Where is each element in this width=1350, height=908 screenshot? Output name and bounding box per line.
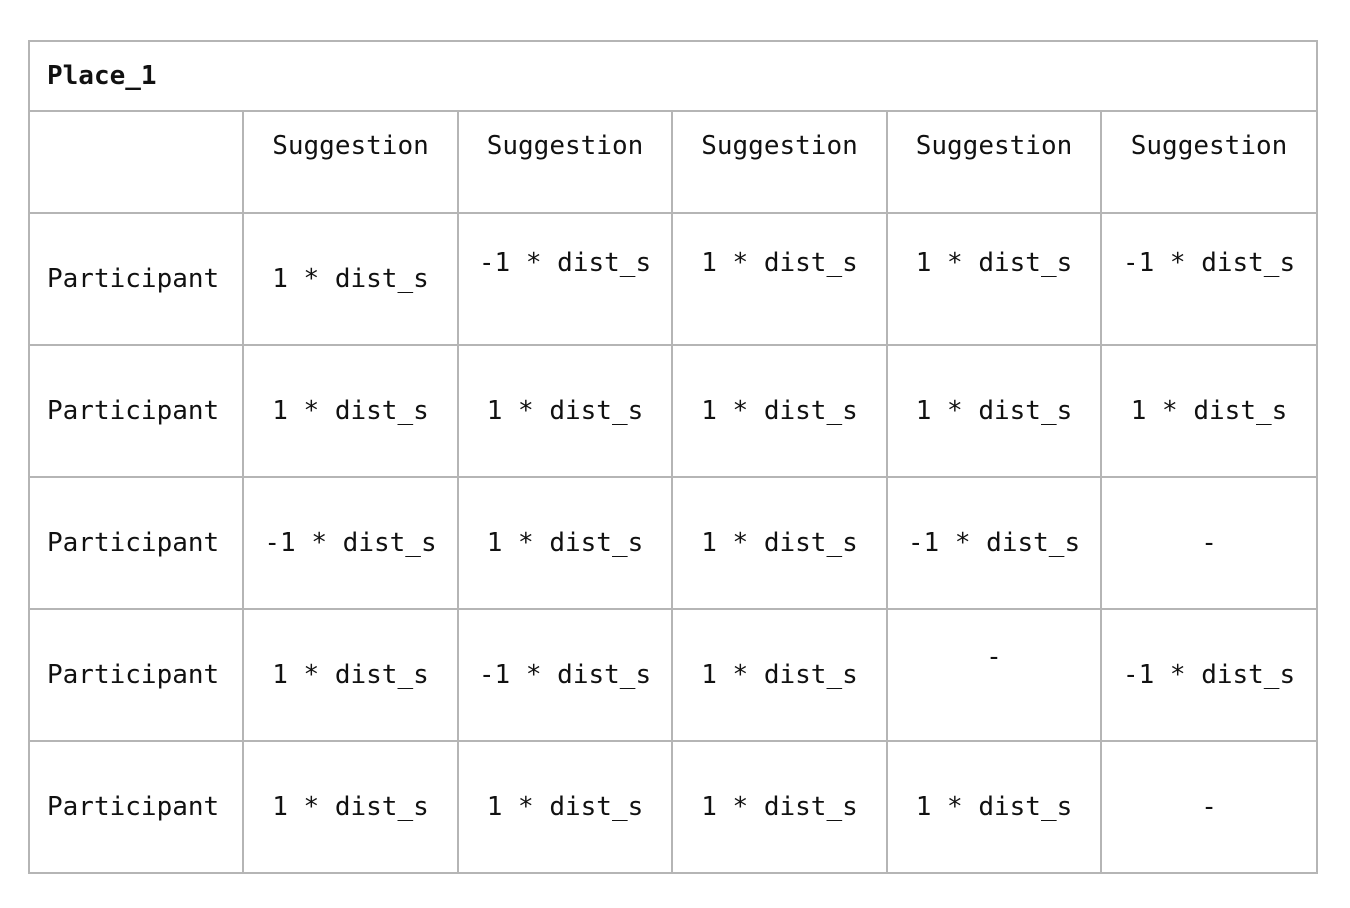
table-cell: 1 * dist_s [242,344,459,478]
table-header-row: Suggestion Suggestion Suggestion Suggest… [28,110,1319,214]
column-header: Suggestion [457,110,673,214]
cell-value: -1 * dist_s [1122,248,1296,278]
table-cell: -1 * dist_s [457,608,673,742]
table-row: Participant 1 * dist_s 1 * dist_s 1 * di… [28,344,1319,478]
table-cell: -1 * dist_s [457,212,673,346]
row-label: Participant [28,476,244,610]
table-cell: 1 * dist_s [242,740,459,874]
corner-cell [28,110,244,214]
table-cell: 1 * dist_s [671,740,888,874]
table-cell: -1 * dist_s [1099,608,1319,742]
row-label: Participant [28,608,244,742]
table-cell: - [1099,740,1319,874]
column-header: Suggestion [1099,110,1319,214]
row-label: Participant [28,212,244,346]
table-cell: -1 * dist_s [886,476,1102,610]
table-cell: 1 * dist_s [457,740,673,874]
table-cell: 1 * dist_s [671,608,888,742]
table-cell: 1 * dist_s [1099,344,1319,478]
row-label: Participant [28,740,244,874]
table-cell: 1 * dist_s [886,740,1102,874]
cell-value: 1 * dist_s [915,248,1073,278]
table-row: Participant 1 * dist_s -1 * dist_s 1 * d… [28,212,1319,346]
column-header: Suggestion [242,110,459,214]
table-cell: 1 * dist_s [671,344,888,478]
column-header: Suggestion [886,110,1102,214]
table-row: Participant 1 * dist_s -1 * dist_s 1 * d… [28,608,1319,742]
column-header: Suggestion [671,110,888,214]
table-title-row: Place_1 [27,40,1319,112]
table-cell: 1 * dist_s [886,344,1102,478]
table-cell: - [886,608,1102,742]
cell-value: 1 * dist_s [701,248,858,278]
cell-value: - [986,642,1002,672]
table-cell: 1 * dist_s [242,212,459,346]
table-cell: 1 * dist_s [671,212,888,346]
table-cell: 1 * dist_s [242,608,459,742]
table-cell: -1 * dist_s [1099,212,1319,346]
table-title: Place_1 [27,40,1319,112]
table-cell: 1 * dist_s [886,212,1102,346]
table-cell: - [1099,476,1319,610]
data-table: Place_1 Suggestion Suggestion Suggestion… [27,40,1319,874]
row-label: Participant [28,344,244,478]
table-cell: 1 * dist_s [457,344,673,478]
cell-value: -1 * dist_s [478,248,652,278]
table-row: Participant -1 * dist_s 1 * dist_s 1 * d… [28,476,1319,610]
table-cell: 1 * dist_s [671,476,888,610]
table-cell: 1 * dist_s [457,476,673,610]
table-cell: -1 * dist_s [242,476,459,610]
table-row: Participant 1 * dist_s 1 * dist_s 1 * di… [28,740,1319,874]
